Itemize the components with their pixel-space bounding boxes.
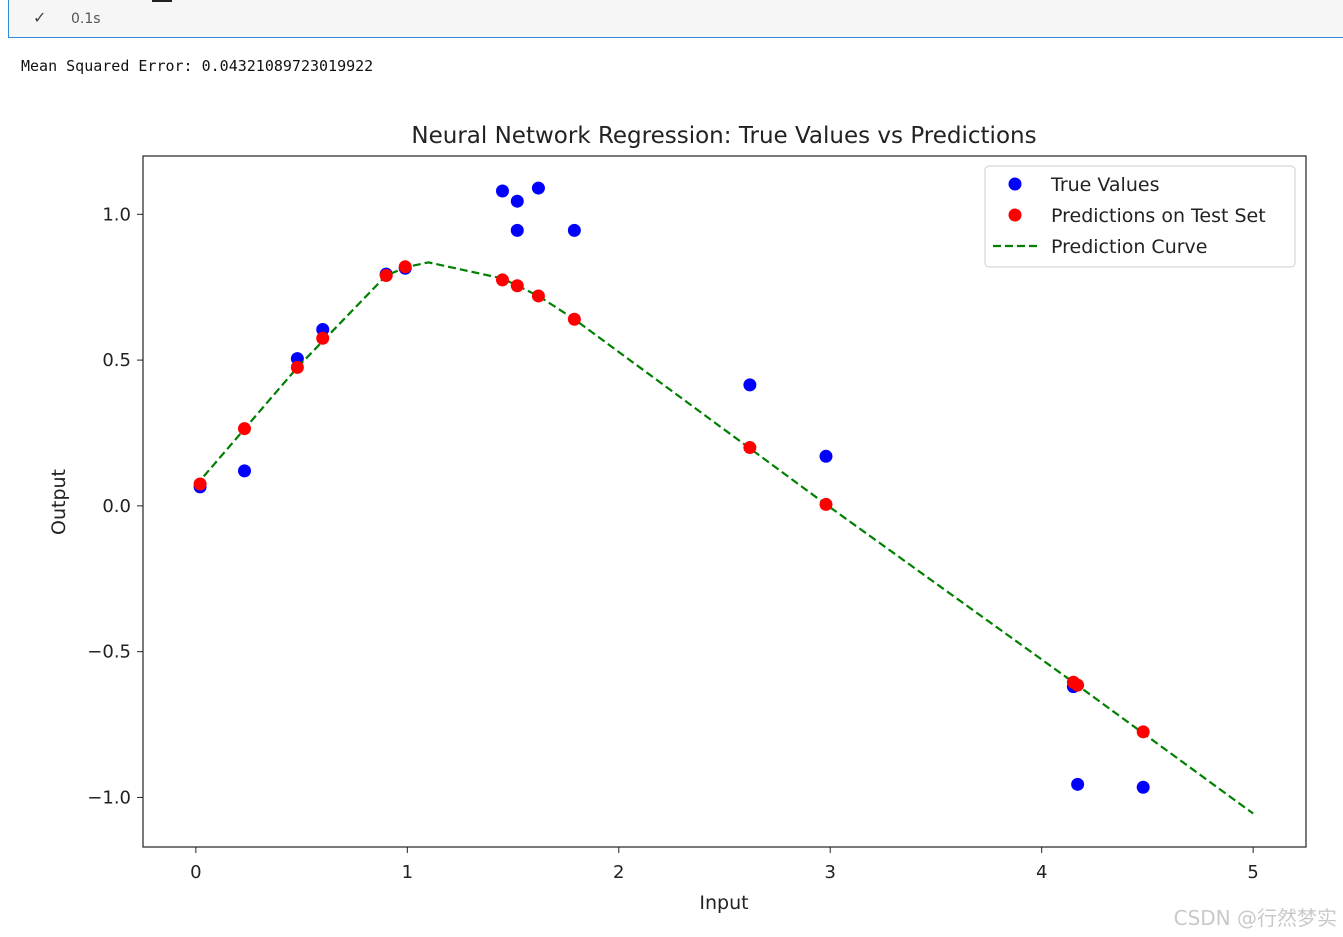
x-tick-label: 5 xyxy=(1247,862,1258,883)
true-value-point xyxy=(819,449,833,463)
legend-label: Prediction Curve xyxy=(1051,236,1207,258)
execution-time: 0.1s xyxy=(71,11,101,27)
true-value-point xyxy=(1136,780,1150,794)
prediction-point xyxy=(290,360,304,374)
prediction-point xyxy=(567,312,581,326)
regression-chart: Neural Network Regression: True Values v… xyxy=(48,123,1307,914)
prediction-point xyxy=(398,260,412,274)
legend-label: True Values xyxy=(1050,174,1159,196)
x-tick-label: 2 xyxy=(613,862,624,883)
prediction-point xyxy=(1136,725,1150,739)
plot-frame xyxy=(142,155,1307,848)
check-icon: ✓ xyxy=(33,8,47,27)
prediction-point xyxy=(1071,678,1085,692)
watermark: CSDN @行然梦实 xyxy=(1173,906,1337,930)
prediction-point xyxy=(495,273,509,287)
prediction-point xyxy=(510,279,524,293)
x-axis-label: Input xyxy=(699,892,748,914)
legend-label: Predictions on Test Set xyxy=(1051,205,1266,227)
x-tick-label: 0 xyxy=(190,862,201,883)
prediction-point xyxy=(819,497,833,511)
prediction-point xyxy=(193,477,207,491)
true-value-point xyxy=(1071,777,1085,791)
prediction-point xyxy=(379,269,393,283)
true-value-point xyxy=(495,184,509,198)
cell-status-bar: ✓ 0.1s xyxy=(8,0,1343,38)
chart-title: Neural Network Regression: True Values v… xyxy=(411,123,1036,149)
true-value-point xyxy=(510,194,524,208)
x-tick-label: 1 xyxy=(402,862,413,883)
prediction-curve xyxy=(195,261,1254,815)
x-tick-label: 4 xyxy=(1036,862,1047,883)
true-value-point xyxy=(531,181,545,195)
mse-output: Mean Squared Error: 0.04321089723019922 xyxy=(21,57,374,75)
y-tick-label: 0.0 xyxy=(102,496,131,517)
y-axis-label: Output xyxy=(48,469,70,535)
true-value-point xyxy=(237,464,251,478)
legend-box xyxy=(984,165,1296,268)
plot-area: 0 1 2 3 4 5 1.0 0.5 0.0 −0.5 −1.0 True Values Predic… xyxy=(87,155,1307,883)
x-tick-label: 3 xyxy=(825,862,836,883)
true-value-point xyxy=(510,223,524,237)
prediction-point xyxy=(743,441,757,455)
cell-tab-edge xyxy=(152,0,172,2)
y-tick-label: −1.0 xyxy=(87,787,131,808)
true-value-point xyxy=(567,223,581,237)
y-tick-label: 1.0 xyxy=(102,204,131,225)
prediction-point xyxy=(237,422,251,436)
y-tick-label: −0.5 xyxy=(87,642,131,663)
true-value-point xyxy=(743,378,757,392)
prediction-point xyxy=(316,331,330,345)
prediction-point xyxy=(531,289,545,303)
legend-marker xyxy=(1008,208,1022,222)
legend-marker xyxy=(1008,177,1022,191)
y-tick-label: 0.5 xyxy=(102,350,131,371)
